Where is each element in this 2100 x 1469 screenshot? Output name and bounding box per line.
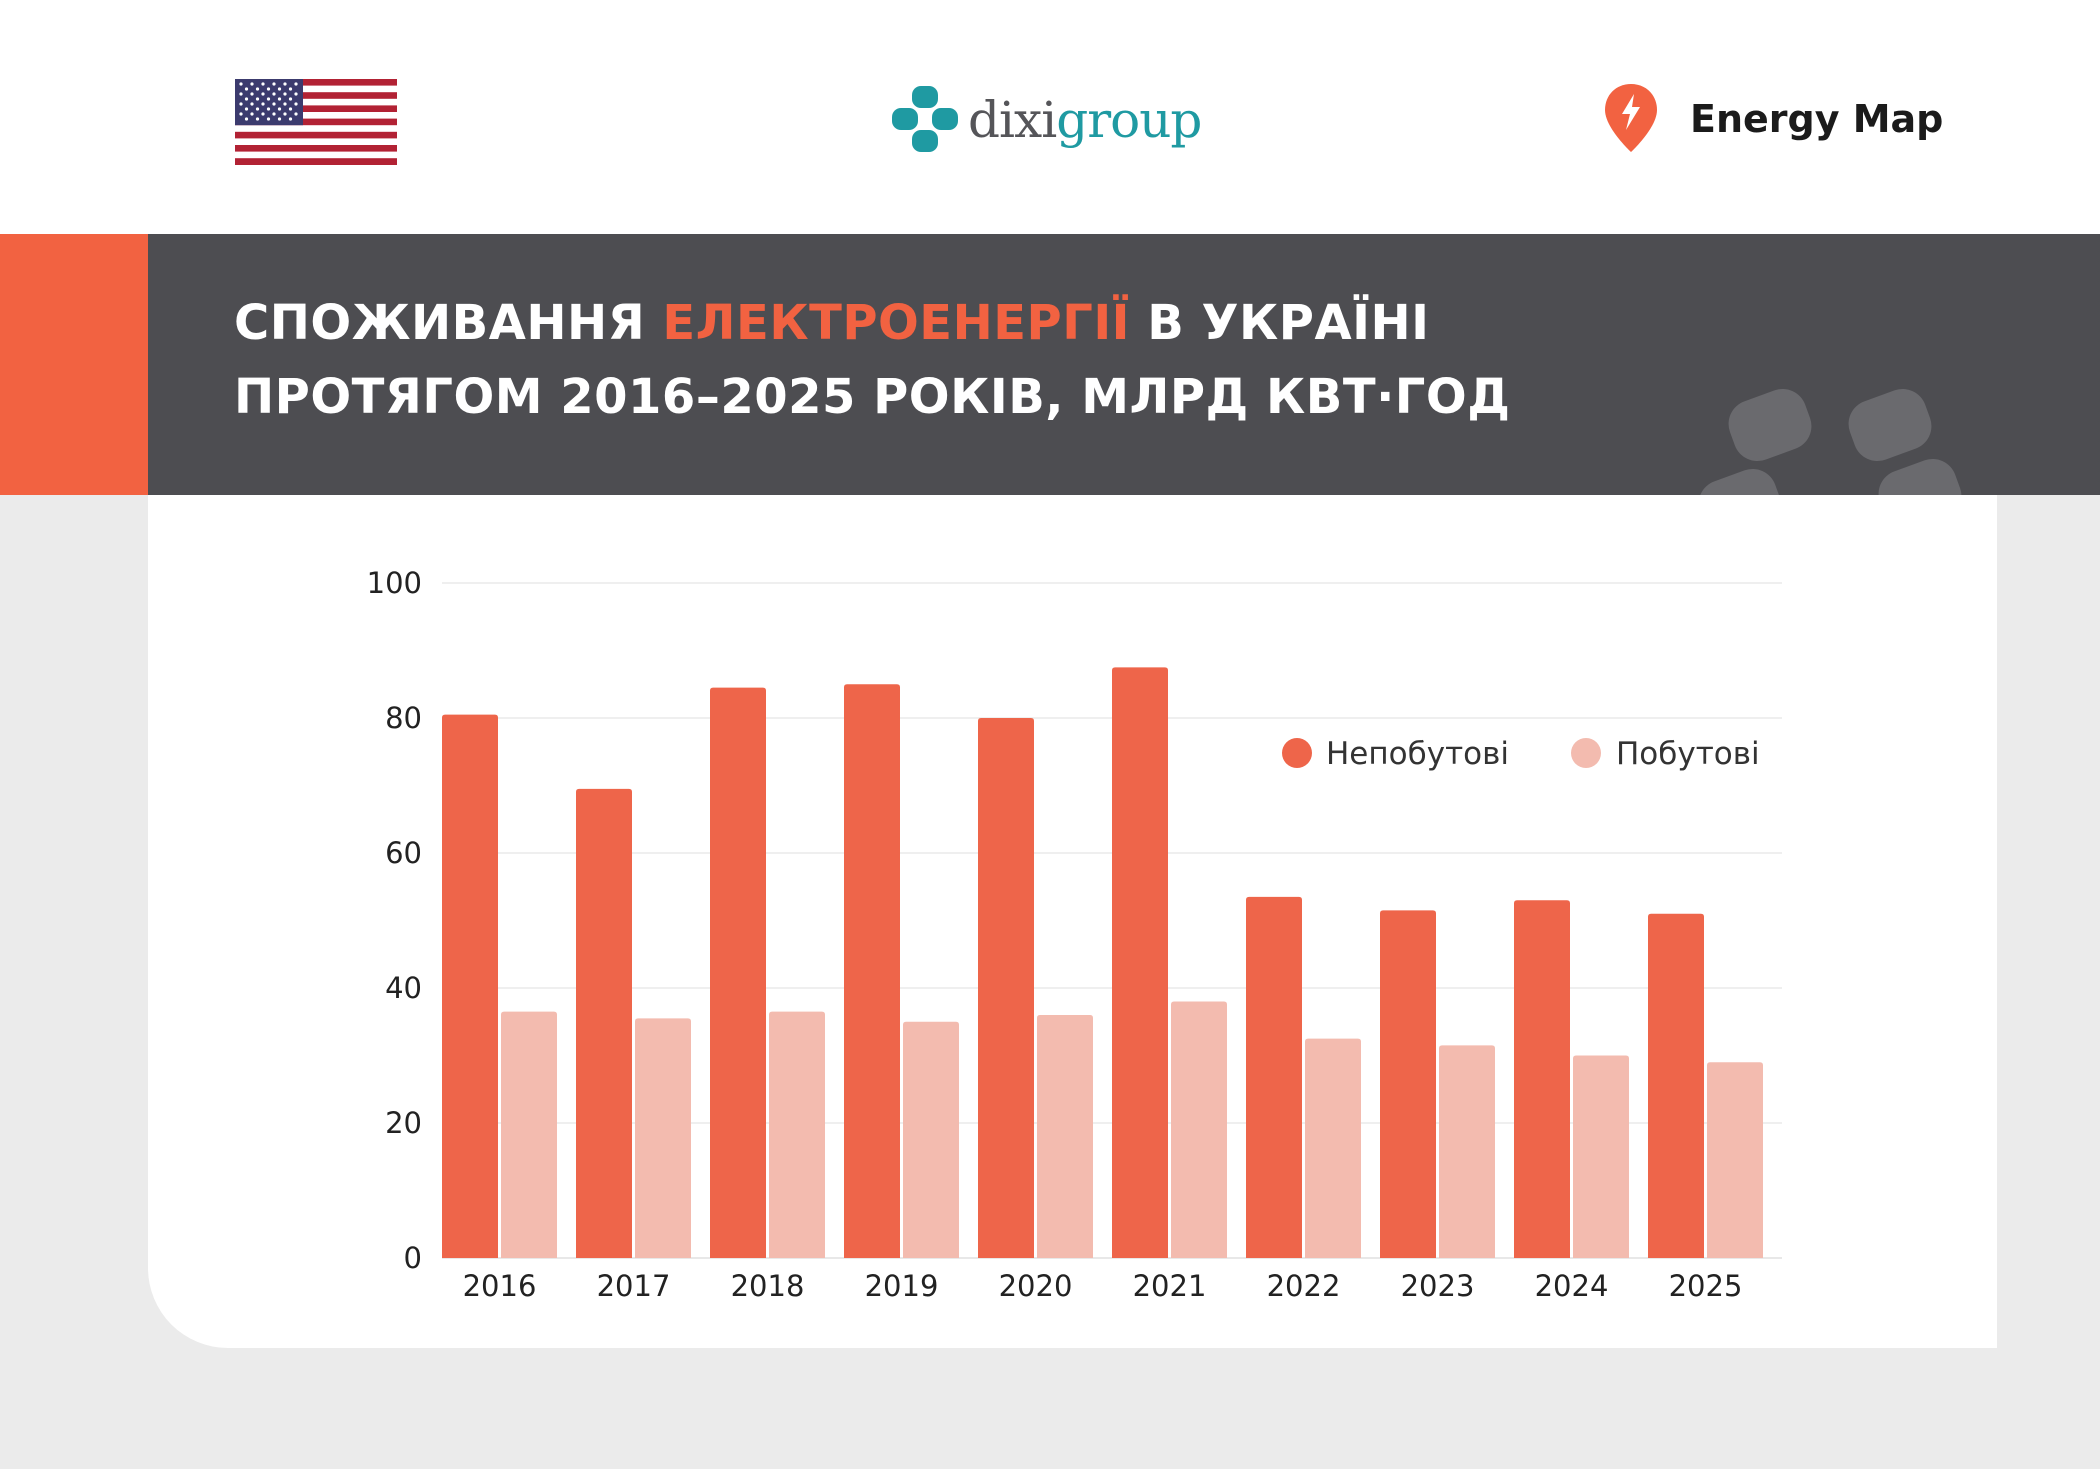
title-highlight: ЕЛЕКТРОЕНЕРГІЇ [662,295,1131,351]
bar-series1-2017 [576,788,632,1258]
legend: Непобутові Побутові [1282,736,1760,772]
x-tick-label: 2025 [1669,1269,1743,1303]
x-tick-label: 2022 [1267,1269,1341,1303]
x-tick-label: 2018 [731,1269,805,1303]
y-tick-label: 100 [367,566,422,600]
y-tick-label: 40 [385,971,422,1005]
decorative-logo-pattern-icon [1700,388,1962,495]
title-suffix: В УКРАЇНІ ПРОТЯГОМ 2016–2025 РОКІВ, МЛРД… [234,295,1511,425]
us-flag-icon [235,79,397,165]
bar-series2-2019 [903,1021,959,1258]
lightning-pin-icon [1605,84,1657,152]
bar-series1-2024 [1514,900,1570,1258]
bar-series1-2018 [710,687,766,1258]
y-tick-label: 60 [385,836,422,870]
x-tick-label: 2021 [1133,1269,1207,1303]
bar-series2-2016 [501,1011,557,1258]
legend-marker [1571,738,1601,768]
bars [442,667,1763,1258]
bar-series2-2018 [769,1011,825,1258]
y-tick-label: 0 [404,1241,422,1275]
y-tick-label: 20 [385,1106,422,1140]
x-tick-label: 2017 [597,1269,671,1303]
x-tick-label: 2023 [1401,1269,1475,1303]
title-band [148,234,2100,495]
bar-series2-2020 [1037,1015,1093,1258]
bar-series2-2025 [1707,1062,1763,1258]
y-tick-label: 80 [385,701,422,735]
bar-series1-2016 [442,714,498,1258]
bar-series1-2019 [844,684,900,1258]
title-prefix: СПОЖИВАННЯ [234,295,663,351]
dixigroup-wordmark-part1: dixi [968,91,1057,149]
x-tick-label: 2019 [865,1269,939,1303]
bar-series2-2022 [1305,1038,1361,1258]
legend-marker [1282,738,1312,768]
legend-label: Непобутові [1326,736,1509,772]
accent-block [0,234,148,495]
energy-map-label: Energy Map [1690,97,1944,141]
x-tick-label: 2020 [999,1269,1073,1303]
legend-label: Побутові [1616,736,1760,772]
bar-series1-2021 [1112,667,1168,1258]
bar-series2-2024 [1573,1055,1629,1258]
dixigroup-wordmark-part2: group [1056,91,1202,149]
bar-series2-2017 [635,1018,691,1258]
dixigroup-logo-icon [892,86,958,152]
bar-series1-2020 [978,718,1034,1258]
dixigroup-wordmark: dixigroup [968,84,1202,156]
x-tick-label: 2024 [1535,1269,1609,1303]
bar-series2-2021 [1171,1001,1227,1258]
header: dixigroup Energy Map [0,0,2100,234]
chart-title: СПОЖИВАННЯ ЕЛЕКТРОЕНЕРГІЇ В УКРАЇНІ ПРОТ… [234,286,1734,434]
bar-series1-2025 [1648,913,1704,1258]
bar-series1-2023 [1380,910,1436,1258]
bar-series2-2023 [1439,1045,1495,1258]
axis-labels: 0 20 40 60 80 100 2016 2017 2018 2019 2020 2021 2022… [367,566,1743,1303]
bar-series1-2022 [1246,896,1302,1258]
x-tick-label: 2016 [463,1269,537,1303]
